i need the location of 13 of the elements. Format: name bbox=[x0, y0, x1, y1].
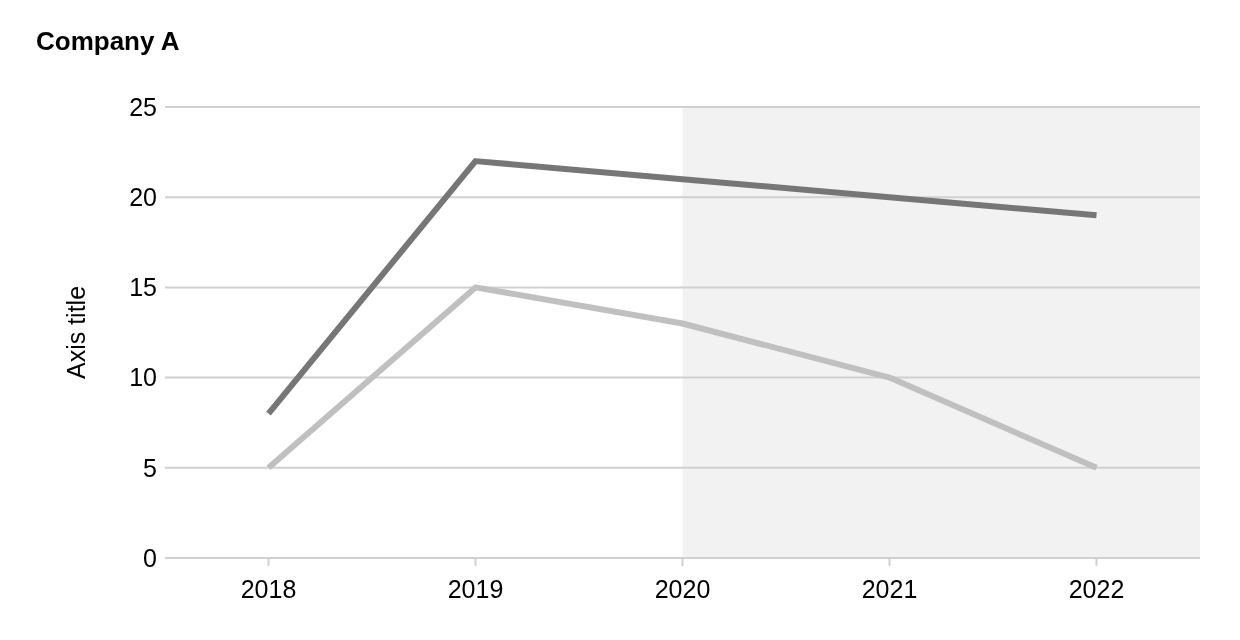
x-tick-label: 2020 bbox=[654, 574, 711, 603]
x-tick-label: 2021 bbox=[861, 574, 918, 603]
y-tick-label: 0 bbox=[143, 543, 157, 572]
x-tick-label: 2018 bbox=[240, 574, 297, 603]
y-tick-label: 25 bbox=[129, 92, 157, 121]
chart-title: Company A bbox=[36, 26, 180, 57]
y-tick-label: 5 bbox=[143, 453, 157, 482]
y-tick-label: 10 bbox=[129, 363, 157, 392]
y-tick-label: 20 bbox=[129, 183, 157, 212]
x-tick-label: 2019 bbox=[447, 574, 504, 603]
y-tick-label: 15 bbox=[129, 273, 157, 302]
x-tick-label: 2022 bbox=[1068, 574, 1125, 603]
y-axis-title: Axis title bbox=[61, 285, 90, 380]
